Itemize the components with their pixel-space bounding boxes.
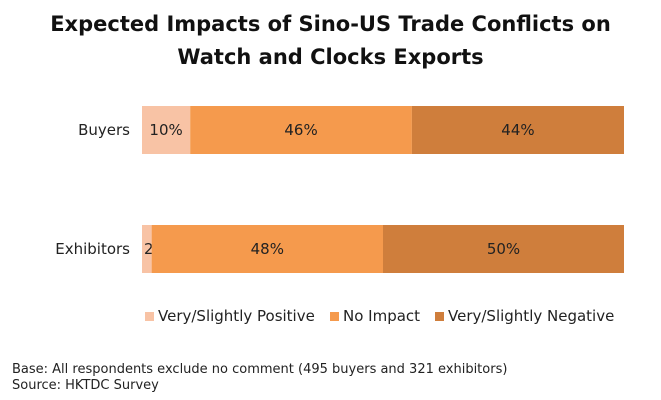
legend-swatch-0 bbox=[145, 312, 154, 321]
legend-swatch-2 bbox=[435, 312, 444, 321]
data-label-exhibitors-1: 48% bbox=[251, 240, 284, 258]
chart-title: Expected Impacts of Sino-US Trade Confli… bbox=[0, 8, 661, 74]
footnote-base: Base: All respondents exclude no comment… bbox=[12, 362, 508, 377]
legend-swatch-1 bbox=[330, 312, 339, 321]
legend-label-2: Very/Slightly Negative bbox=[448, 307, 614, 325]
data-label-exhibitors-2: 50% bbox=[487, 240, 520, 258]
footnote-source: Source: HKTDC Survey bbox=[12, 378, 159, 393]
bar-segment-exhibitors-1 bbox=[151, 225, 383, 273]
bar-segment-buyers-1 bbox=[190, 106, 412, 154]
legend-label-0: Very/Slightly Positive bbox=[158, 307, 315, 325]
bar-segment-buyers-0 bbox=[142, 106, 191, 154]
stacked-bar-chart: Buyers10%46%44%Exhibitors2%48%50%Very/Sl… bbox=[55, 106, 624, 325]
bar-segment-exhibitors-2 bbox=[383, 225, 624, 273]
footnote: Base: All respondents exclude no comment… bbox=[12, 362, 507, 394]
bar-segment-buyers-2 bbox=[411, 106, 624, 154]
chart-title-line-2: Watch and Clocks Exports bbox=[177, 45, 484, 69]
legend-label-1: No Impact bbox=[343, 307, 420, 325]
data-label-buyers-1: 46% bbox=[284, 121, 317, 139]
data-label-buyers-0: 10% bbox=[149, 121, 182, 139]
category-label-exhibitors: Exhibitors bbox=[55, 240, 130, 258]
bar-segment-exhibitors-0 bbox=[142, 225, 152, 273]
chart-title-line-1: Expected Impacts of Sino-US Trade Confli… bbox=[50, 12, 611, 36]
data-label-buyers-2: 44% bbox=[501, 121, 534, 139]
category-label-buyers: Buyers bbox=[78, 121, 130, 139]
